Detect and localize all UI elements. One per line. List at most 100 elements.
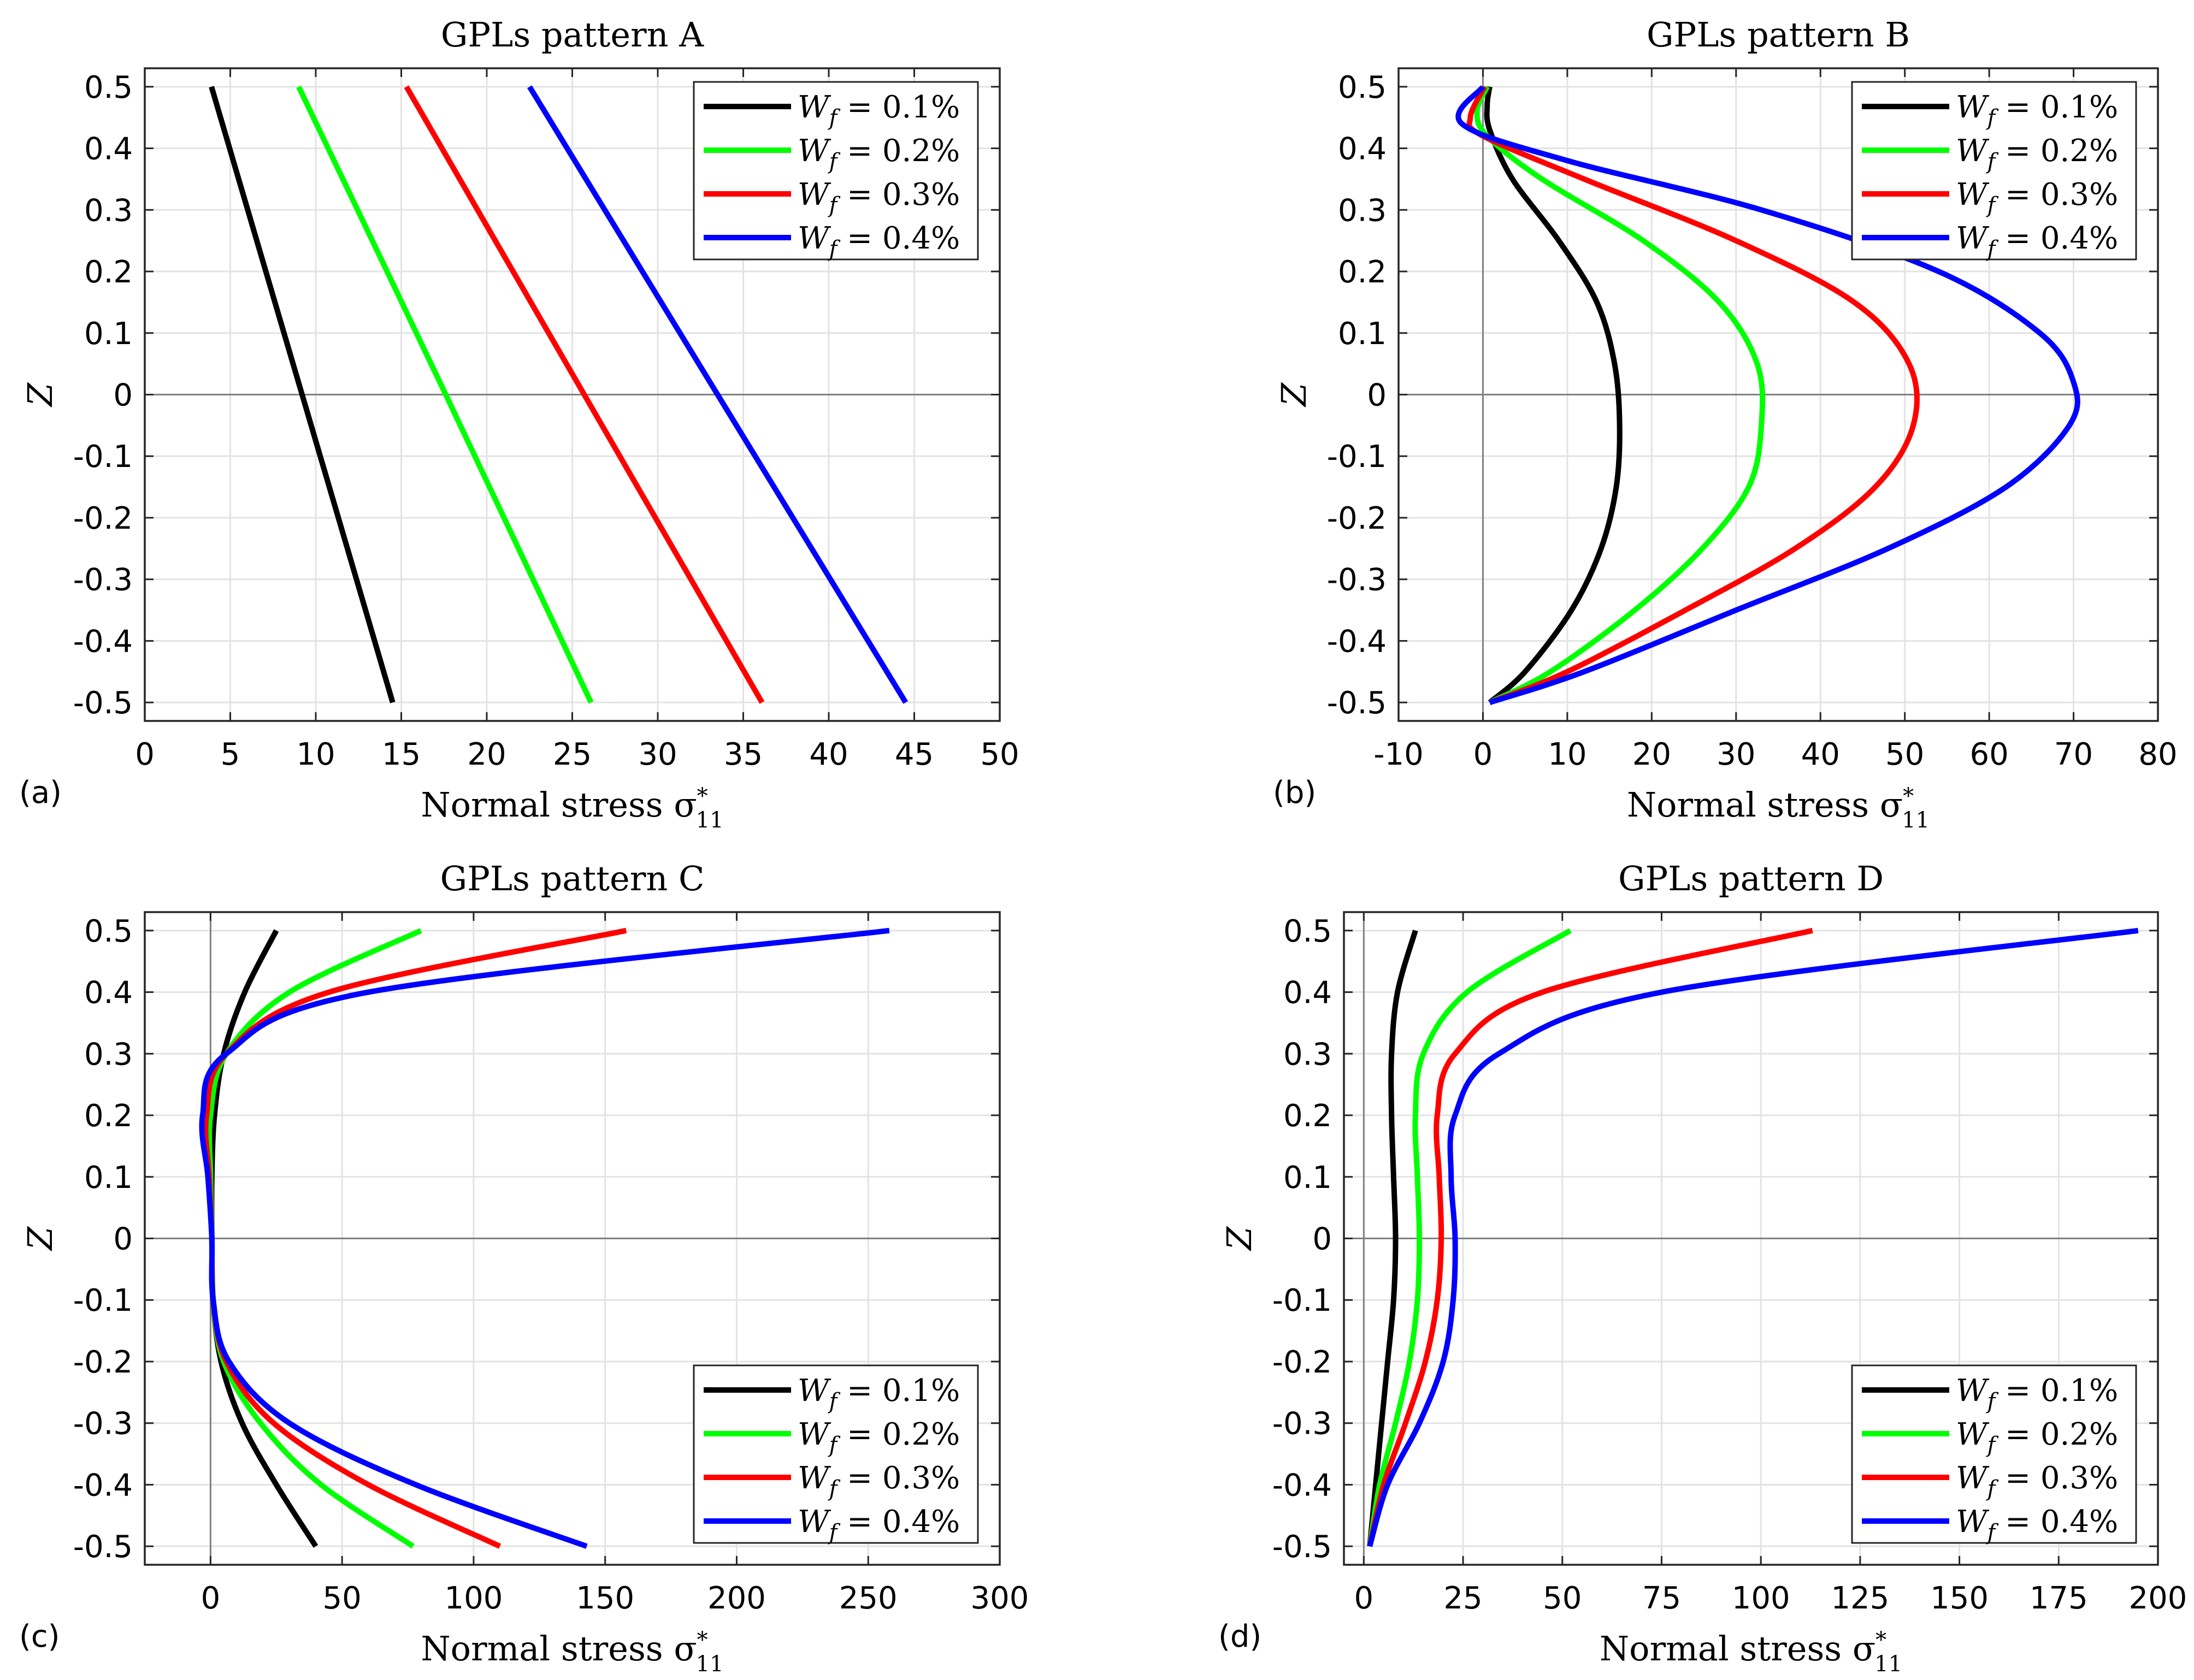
x-tick-label: 10 (296, 737, 335, 772)
legend: Wf = 0.1%Wf = 0.2%Wf = 0.3%Wf = 0.4% (1851, 81, 2137, 262)
y-tick-label: 0.5 (1283, 914, 1332, 949)
x-tick-label: 100 (444, 1581, 503, 1616)
y-tick-label: 0.1 (1338, 316, 1387, 352)
legend: Wf = 0.1%Wf = 0.2%Wf = 0.3%Wf = 0.4% (693, 81, 979, 262)
y-tick-label: 0.1 (84, 316, 133, 352)
legend-label-2: Wf = 0.2% (798, 133, 960, 174)
y-tick-label: 0.5 (84, 914, 133, 949)
legend-label-3: Wf = 0.3% (798, 1460, 960, 1501)
x-tick-label: 100 (1732, 1581, 1790, 1616)
legend-label-4: Wf = 0.4% (1956, 1504, 2118, 1545)
y-tick-label: 0.2 (84, 1098, 133, 1134)
ticks: 0 5 10 15 20 25 30 35 40 45 50 -0.5 -0.4 -0.3 -0.2 -0.1… (73, 68, 1019, 772)
panel-letter: (a) (19, 775, 62, 811)
series-line-3 (1466, 85, 1920, 705)
x-tick-label: -10 (1373, 737, 1423, 772)
chart-panel-b: -10 0 10 20 30 40 50 60 70 80 -0.5 -0.4 -0.3 -0.2 -0.1… (1273, 15, 2178, 833)
x-tick-label: 0 (1354, 1581, 1374, 1616)
y-tick-label: -0.3 (1272, 1406, 1332, 1442)
legend-label-4: Wf = 0.4% (798, 1504, 960, 1545)
x-tick-label: 20 (1632, 737, 1671, 772)
series-line-2 (1367, 928, 1572, 1547)
panel-letter: (b) (1273, 775, 1316, 811)
legend-label-2: Wf = 0.2% (1956, 133, 2118, 174)
y-tick-label: -0.2 (1272, 1345, 1332, 1380)
y-tick-label: 0.3 (84, 1037, 133, 1072)
ticks: 0 25 50 75 100 125 150 175 200 -0.5 -0.4 -0.3 -0.2 -0… (1272, 912, 2187, 1616)
ticks: -10 0 10 20 30 40 50 60 70 80 -0.5 -0.4 -0.3 -0.2 -0.1… (1327, 68, 2178, 772)
x-tick-label: 45 (895, 737, 934, 772)
legend-label-4: Wf = 0.4% (798, 221, 960, 262)
x-tick-label: 30 (1717, 737, 1755, 772)
series-line-1 (209, 86, 396, 703)
y-axis-label: Z (1274, 382, 1314, 407)
x-tick-label: 5 (221, 737, 240, 772)
x-tick-label: 30 (638, 737, 677, 772)
y-tick-label: -0.4 (73, 1468, 133, 1503)
chart-title: GPLs pattern A (441, 15, 704, 55)
ticks: 0 50 100 150 200 250 300 -0.5 -0.4 -0.3 -0.2 -0.1 0 0… (73, 912, 1029, 1616)
x-axis-label: Normal stress σ* 11 (421, 1628, 723, 1677)
y-axis-label: Z (20, 382, 60, 407)
chart-title: GPLs pattern B (1647, 15, 1910, 55)
y-tick-label: 0.5 (1338, 70, 1387, 105)
x-tick-label: 40 (809, 737, 848, 772)
y-tick-label: 0.4 (84, 975, 133, 1011)
series-line-4 (199, 927, 890, 1549)
y-tick-label: 0 (1367, 378, 1387, 413)
y-tick-label: -0.2 (1327, 501, 1387, 536)
y-tick-label: -0.2 (73, 1345, 133, 1380)
x-tick-label: 75 (1642, 1581, 1681, 1616)
x-axis-label: Normal stress σ* 11 (421, 784, 723, 833)
x-tick-label: 50 (1543, 1581, 1582, 1616)
legend-box (693, 81, 979, 261)
y-tick-label: 0.2 (1338, 255, 1387, 290)
grid (145, 912, 1001, 1565)
series-line-2 (296, 85, 594, 704)
y-tick-label: -0.3 (73, 563, 133, 598)
y-tick-label: -0.4 (1272, 1468, 1332, 1503)
y-tick-label: 0.3 (1283, 1037, 1332, 1072)
series-line-3 (1367, 927, 1813, 1547)
legend-label-3: Wf = 0.3% (1956, 177, 2118, 218)
legend-box (1851, 1364, 2137, 1544)
y-tick-label: -0.5 (73, 685, 133, 721)
y-tick-label: 0.1 (84, 1160, 133, 1196)
y-tick-label: 0.2 (1283, 1098, 1332, 1134)
y-tick-label: -0.1 (73, 1283, 133, 1318)
x-tick-label: 150 (576, 1581, 634, 1616)
x-tick-label: 70 (2054, 737, 2093, 772)
y-tick-label: 0 (1312, 1222, 1332, 1257)
x-tick-label: 250 (839, 1581, 898, 1616)
chart-panel-c: 0 50 100 150 200 250 300 -0.5 -0.4 -0.3 -0.2 -0.1 0 0… (19, 859, 1029, 1677)
legend-label-1: Wf = 0.1% (798, 90, 960, 131)
x-tick-label: 50 (1885, 737, 1924, 772)
y-tick-label: -0.4 (73, 624, 133, 659)
y-tick-label: 0.4 (84, 132, 133, 167)
panel-letter: (c) (19, 1619, 60, 1654)
x-tick-label: 0 (1473, 737, 1493, 772)
legend-label-1: Wf = 0.1% (1956, 1373, 2118, 1414)
series-group (1367, 927, 2139, 1547)
x-tick-label: 40 (1801, 737, 1840, 772)
x-tick-label: 150 (1930, 1581, 1989, 1616)
chart-panel-a: 0 5 10 15 20 25 30 35 40 45 50 -0.5 -0.4 -0.3 -0.2 -0.1… (19, 15, 1019, 833)
series-line-4 (1455, 85, 2080, 705)
y-tick-label: 0.1 (1283, 1160, 1332, 1196)
legend-label-1: Wf = 0.1% (1956, 90, 2118, 131)
x-tick-label: 20 (467, 737, 506, 772)
y-tick-label: -0.1 (1272, 1283, 1332, 1318)
legend-label-2: Wf = 0.2% (1956, 1417, 2118, 1458)
legend-box (1851, 81, 2137, 261)
x-axis-label: Normal stress σ* 11 (1600, 1628, 1902, 1677)
chart-panel-d: 0 25 50 75 100 125 150 175 200 -0.5 -0.4 -0.3 -0.2 -0… (1218, 859, 2187, 1677)
panel-letter: (d) (1218, 1619, 1261, 1654)
y-tick-label: -0.3 (73, 1406, 133, 1442)
y-tick-label: -0.3 (1327, 563, 1387, 598)
y-tick-label: 0.3 (84, 193, 133, 228)
legend-label-2: Wf = 0.2% (798, 1417, 960, 1458)
y-tick-label: -0.5 (73, 1529, 133, 1565)
y-tick-label: -0.1 (73, 439, 133, 475)
series-group (1455, 85, 2080, 705)
